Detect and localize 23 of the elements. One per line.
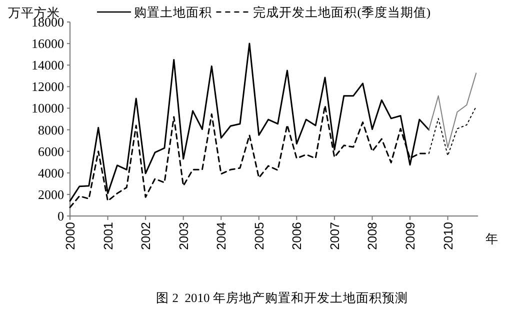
x-axis-title: 年 <box>486 232 498 246</box>
x-tick-label: 2006 <box>290 222 304 250</box>
y-tick-label: 6000 <box>38 144 64 159</box>
y-tick-label: 2000 <box>38 186 64 202</box>
x-tick-label: 2001 <box>101 222 116 250</box>
y-tick-label: 16000 <box>32 36 64 52</box>
x-tick-label: 2009 <box>404 222 418 250</box>
x-tick-label: 2002 <box>139 222 154 250</box>
x-tick-label: 2005 <box>252 222 266 250</box>
legend-label: 完成开发土地面积(季度当期值) <box>253 4 431 20</box>
y-tick-label: 0 <box>58 208 64 224</box>
x-tick-label: 2004 <box>214 222 229 250</box>
y-tick-label: 14000 <box>32 58 64 73</box>
y-tick-label: 12000 <box>32 79 64 94</box>
x-tick-label: 2007 <box>328 222 342 250</box>
y-tick-label: 10000 <box>32 100 64 116</box>
y-tick-label: 8000 <box>38 122 64 138</box>
caption: 图 2 2010 年房地产购置和开发土地面积预测 <box>156 290 408 305</box>
x-tick-label: 2003 <box>176 222 191 250</box>
x-tick-label: 2010 <box>441 222 456 250</box>
legend-label: 购置土地面积 <box>134 6 212 20</box>
x-tick-label: 2008 <box>366 222 380 250</box>
y-tick-label: 4000 <box>38 165 64 180</box>
